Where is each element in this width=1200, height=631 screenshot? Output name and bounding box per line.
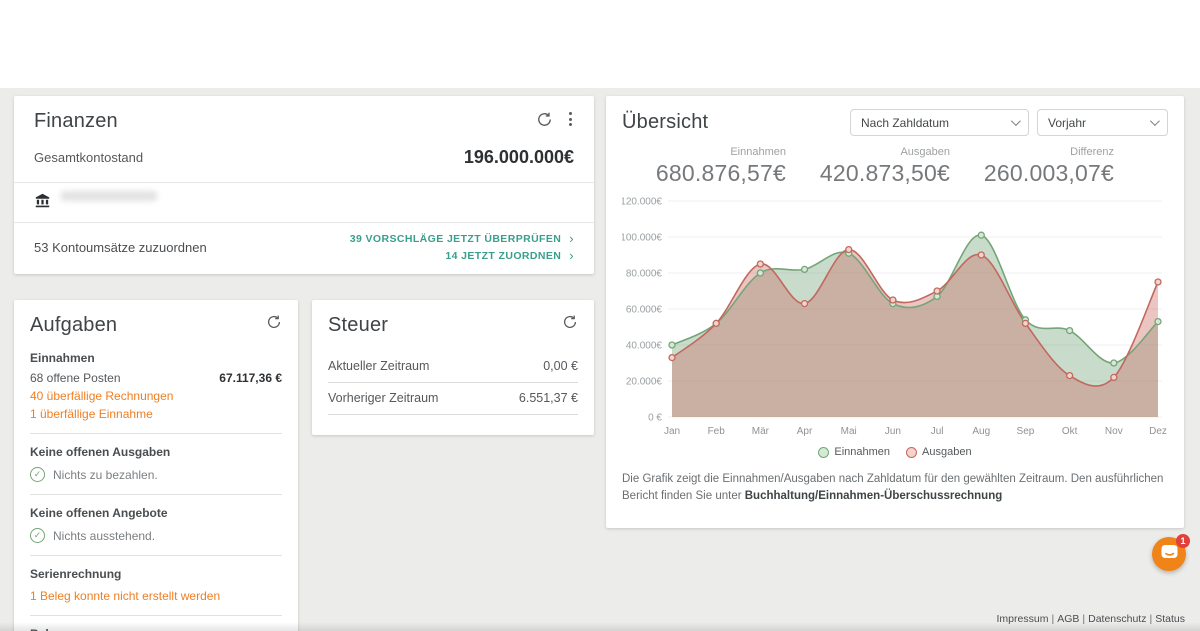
svg-text:20.000€: 20.000€ (626, 377, 663, 388)
steuer-current-period-row[interactable]: Aktueller Zeitraum 0,00 € (328, 351, 578, 383)
divider (30, 494, 282, 495)
legend-ausgaben[interactable]: Ausgaben (906, 446, 972, 458)
legend-einnahmen[interactable]: Einnahmen (818, 446, 890, 458)
finanzen-title: Finanzen (34, 110, 118, 132)
svg-text:0 €: 0 € (648, 413, 662, 424)
svg-text:Dez: Dez (1149, 426, 1167, 437)
refresh-icon[interactable] (536, 111, 553, 128)
transactions-to-assign-label: 53 Kontoumsätze zuzuordnen (34, 240, 207, 255)
divider (30, 615, 282, 616)
ausgaben-stat-value: 420.873,50€ (819, 160, 950, 186)
divider (14, 182, 594, 183)
datenschutz-link[interactable]: Datenschutz (1088, 613, 1147, 625)
income-expenses-chart: 0 € 20.000€ 40.000€ 60.000€ 80.000€ 100.000€ 1… (620, 191, 1168, 446)
svg-text:Mai: Mai (841, 426, 857, 437)
svg-text:80.000€: 80.000€ (626, 269, 663, 280)
serienrechnung-issue-link[interactable]: 1 Beleg konnte nicht erstellt werden (30, 589, 221, 603)
einnahmen-stat-label: Einnahmen (730, 146, 786, 158)
einnahmen-section-header: Einnahmen (30, 351, 95, 365)
svg-text:Mär: Mär (752, 426, 770, 437)
check-circle-icon: ✓ (30, 528, 45, 543)
open-items-link[interactable]: 68 offene Posten (30, 371, 121, 385)
finanzen-card: Finanzen Gesamtkontostand 196.000.000€ 5… (14, 96, 594, 274)
differenz-stat-value: 260.003,07€ (983, 160, 1114, 186)
balance-value: 196.000.000€ (463, 147, 574, 167)
divider (30, 433, 282, 434)
ausgaben-legend-dot-icon (906, 446, 918, 458)
angebote-status: Nichts ausstehend. (53, 528, 156, 543)
ausgaben-section-header: Keine offenen Ausgaben (30, 445, 171, 459)
svg-text:Feb: Feb (708, 426, 726, 437)
buchhaltung-report-link[interactable]: Buchhaltung/Einnahmen-Überschussrechnung (744, 489, 1003, 502)
ausgaben-stat-label: Ausgaben (900, 146, 950, 158)
refresh-icon[interactable] (562, 314, 578, 330)
belege-section-header: Belege (30, 627, 282, 631)
impressum-link[interactable]: Impressum (996, 613, 1049, 625)
legal-footer: Impressum | AGB | Datenschutz | Status (996, 613, 1185, 625)
svg-text:40.000€: 40.000€ (626, 341, 663, 352)
uebersicht-title: Übersicht (622, 111, 709, 133)
uebersicht-card: Übersicht Nach Zahldatum Vorjahr Einnahm… (606, 96, 1184, 528)
agb-link[interactable]: AGB (1057, 613, 1080, 625)
serienrechnung-section-header: Serienrechnung (30, 567, 122, 581)
date-mode-select[interactable]: Nach Zahldatum (850, 109, 1029, 136)
einnahmen-legend-dot-icon (818, 446, 830, 458)
aufgaben-card: Aufgaben Einnahmen 68 offene Posten 67.1… (14, 300, 298, 631)
svg-text:Apr: Apr (797, 426, 813, 437)
svg-text:Jan: Jan (664, 426, 680, 437)
open-items-amount: 67.117,36 € (219, 371, 282, 385)
differenz-stat-label: Differenz (1070, 146, 1114, 158)
steuer-title: Steuer (328, 314, 389, 336)
bank-icon (34, 192, 51, 214)
svg-text:Jul: Jul (931, 426, 944, 437)
svg-text:100.000€: 100.000€ (622, 233, 662, 244)
svg-text:Okt: Okt (1062, 426, 1078, 437)
assign-now-link[interactable]: 14 jetzt zuordnen › (445, 248, 574, 263)
svg-text:Nov: Nov (1105, 426, 1123, 437)
ausgaben-status: Nichts zu bezahlen. (53, 467, 158, 482)
svg-text:Sep: Sep (1017, 426, 1035, 437)
svg-text:60.000€: 60.000€ (626, 305, 663, 316)
overdue-income-link[interactable]: 1 überfällige Einnahme (30, 407, 153, 421)
bank-account-row[interactable] (14, 183, 594, 222)
status-link[interactable]: Status (1155, 613, 1185, 625)
support-chat-button[interactable]: 1 (1152, 534, 1190, 571)
steuer-previous-period-row[interactable]: Vorheriger Zeitraum 6.551,37 € (328, 383, 578, 415)
balance-label: Gesamtkontostand (34, 150, 144, 165)
more-options-icon[interactable] (567, 110, 574, 128)
chat-bubble-icon (1160, 543, 1179, 566)
svg-text:Aug: Aug (972, 426, 990, 437)
chevron-right-icon: › (569, 231, 574, 246)
review-suggestions-link[interactable]: 39 Vorschläge jetzt überprüfen › (349, 231, 574, 246)
chevron-down-icon (1010, 116, 1021, 127)
chat-notification-badge: 1 (1176, 534, 1190, 548)
angebote-section-header: Keine offenen Angebote (30, 506, 168, 520)
svg-text:120.000€: 120.000€ (622, 197, 662, 208)
check-circle-icon: ✓ (30, 467, 45, 482)
period-select[interactable]: Vorjahr (1037, 109, 1168, 136)
divider (14, 222, 594, 223)
aufgaben-title: Aufgaben (30, 314, 118, 336)
divider (30, 555, 282, 556)
chart-footnote: Die Grafik zeigt die Einnahmen/Ausgaben … (622, 473, 1164, 502)
overdue-invoices-link[interactable]: 40 überfällige Rechnungen (30, 389, 174, 403)
einnahmen-stat-value: 680.876,57€ (655, 160, 786, 186)
chevron-down-icon (1149, 116, 1160, 127)
refresh-icon[interactable] (266, 314, 282, 330)
steuer-card: Steuer Aktueller Zeitraum 0,00 € Vorheri… (312, 300, 594, 435)
bank-name-redacted (61, 190, 157, 201)
svg-text:Jun: Jun (885, 426, 901, 437)
chevron-right-icon: › (569, 248, 574, 263)
